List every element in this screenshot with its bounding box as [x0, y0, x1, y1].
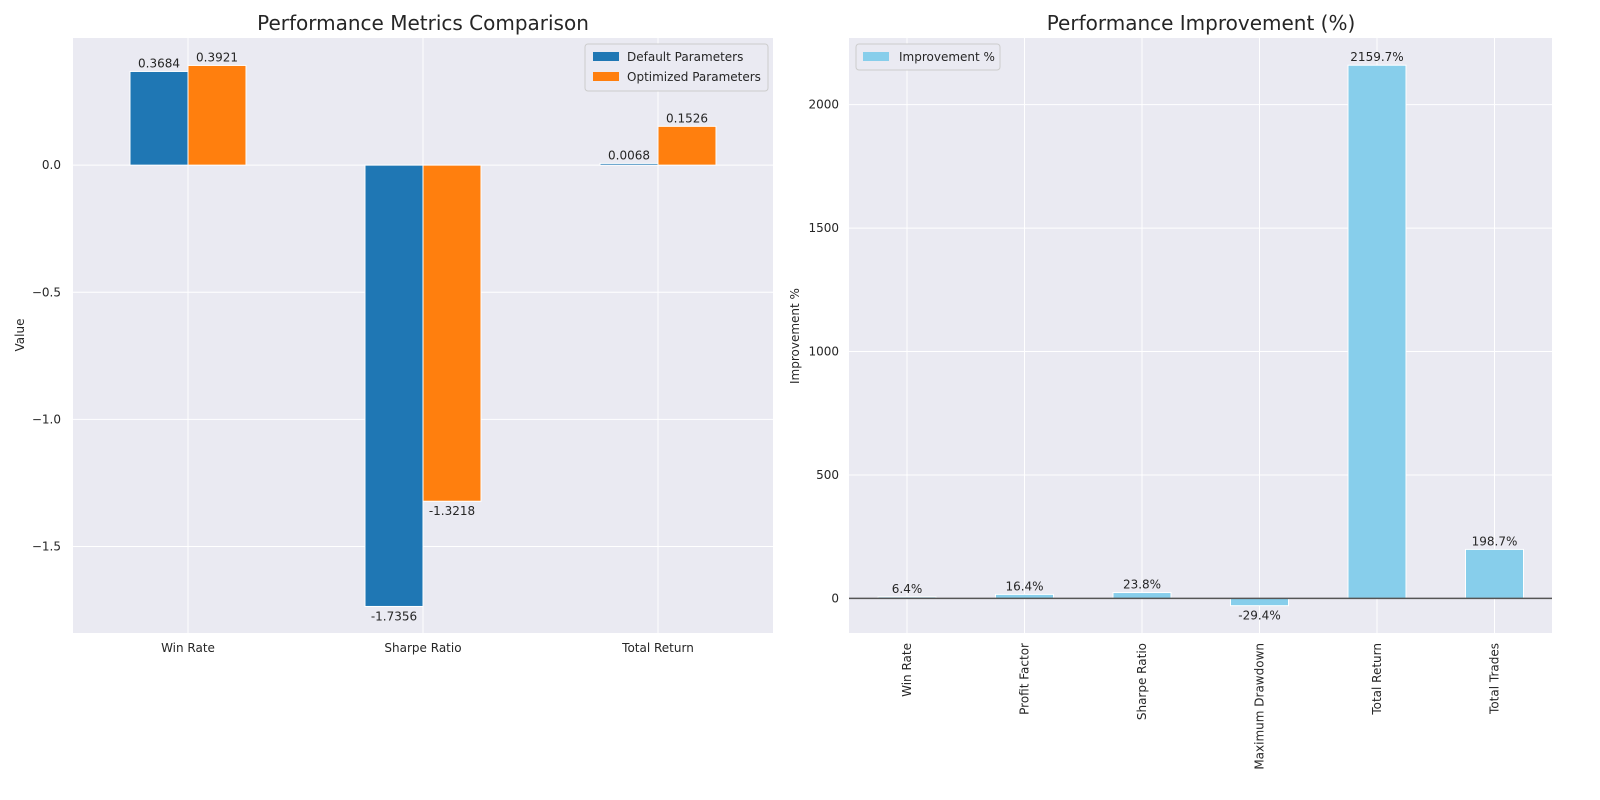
x-ticks: Win Rate Sharpe Ratio Total Return [161, 641, 694, 655]
bar [657, 125, 717, 166]
y-tick-label: −0.5 [32, 285, 61, 299]
legend-frame [584, 43, 769, 92]
legend: Default Parameters Optimized Parameters [584, 43, 769, 92]
x-tick-label: Win Rate [900, 643, 914, 697]
data-label: 198.7% [1472, 534, 1518, 548]
bar [129, 70, 189, 166]
x-tick-label: Total Return [1370, 643, 1384, 716]
x-tick-label: Total Return [621, 641, 694, 655]
legend: Improvement % [855, 43, 1001, 71]
x-tick-label: Profit Factor [1018, 643, 1032, 715]
y-tick-label: −1.0 [32, 412, 61, 426]
legend-swatch-optimized [593, 72, 619, 81]
y-tick-label: 0 [831, 591, 839, 605]
legend-swatch-default [593, 52, 619, 61]
y-tick-label: −1.5 [32, 540, 61, 554]
chart-title: Performance Metrics Comparison [257, 11, 589, 35]
plot-area [849, 38, 1552, 633]
y-tick-label: 1000 [808, 345, 839, 359]
data-label: 2159.7% [1350, 50, 1403, 64]
bars [877, 64, 1524, 607]
legend-entry-default: Default Parameters [627, 50, 743, 64]
bar [1112, 592, 1172, 599]
x-tick-label: Sharpe Ratio [384, 641, 461, 655]
legend-swatch-improvement [863, 52, 889, 61]
data-labels: 0.3684 -1.7356 0.0068 0.3921 -1.3218 0.1526 [138, 50, 708, 623]
y-tick-label: 0.0 [42, 158, 61, 172]
improvement-chart: Performance Improvement (%) 6.4% 16.4% 23.… [788, 11, 1552, 770]
bar [364, 164, 424, 607]
bar [187, 64, 247, 166]
legend-entry-optimized: Optimized Parameters [627, 70, 761, 84]
legend-frame [855, 43, 1001, 71]
x-tick-label: Total Trades [1488, 643, 1502, 715]
bars [129, 64, 717, 607]
data-label: -1.3218 [429, 504, 475, 518]
y-ticks: 0 500 1000 1500 2000 [808, 98, 839, 606]
data-label: 0.3684 [138, 56, 180, 70]
x-ticks: Win Rate Profit Factor Sharpe Ratio Maximum… [900, 643, 1502, 770]
legend-entry-improvement: Improvement % [899, 50, 995, 64]
y-axis-label: Value [13, 319, 27, 352]
y-tick-label: 2000 [808, 98, 839, 112]
bar [599, 162, 659, 166]
x-tick-label: Sharpe Ratio [1135, 643, 1149, 720]
data-label: 23.8% [1123, 578, 1161, 592]
chart-title: Performance Improvement (%) [1047, 11, 1356, 35]
x-tick-label: Maximum Drawdown [1253, 643, 1267, 770]
data-label: 0.1526 [666, 111, 708, 125]
data-label: 16.4% [1005, 579, 1043, 593]
data-label: -1.7356 [371, 609, 417, 623]
x-tick-label: Win Rate [161, 641, 215, 655]
bar [1465, 548, 1524, 599]
y-axis-label: Improvement % [788, 288, 802, 384]
y-ticks: 0.0 −0.5 −1.0 −1.5 [32, 158, 61, 553]
metrics-comparison-chart: Performance Metrics Comparison 0.3684 -1.… [13, 11, 773, 655]
data-labels: 6.4% 16.4% 23.8% -29.4% 2159.7% 198.7% [892, 50, 1518, 622]
y-tick-label: 1500 [808, 221, 839, 235]
data-label: 0.3921 [196, 50, 238, 64]
data-label: 6.4% [892, 582, 923, 596]
data-label: 0.0068 [608, 148, 650, 162]
data-label: -29.4% [1238, 609, 1280, 623]
y-tick-label: 500 [816, 468, 839, 482]
bar [1347, 64, 1407, 599]
bar [422, 164, 482, 502]
bar [1230, 597, 1289, 607]
